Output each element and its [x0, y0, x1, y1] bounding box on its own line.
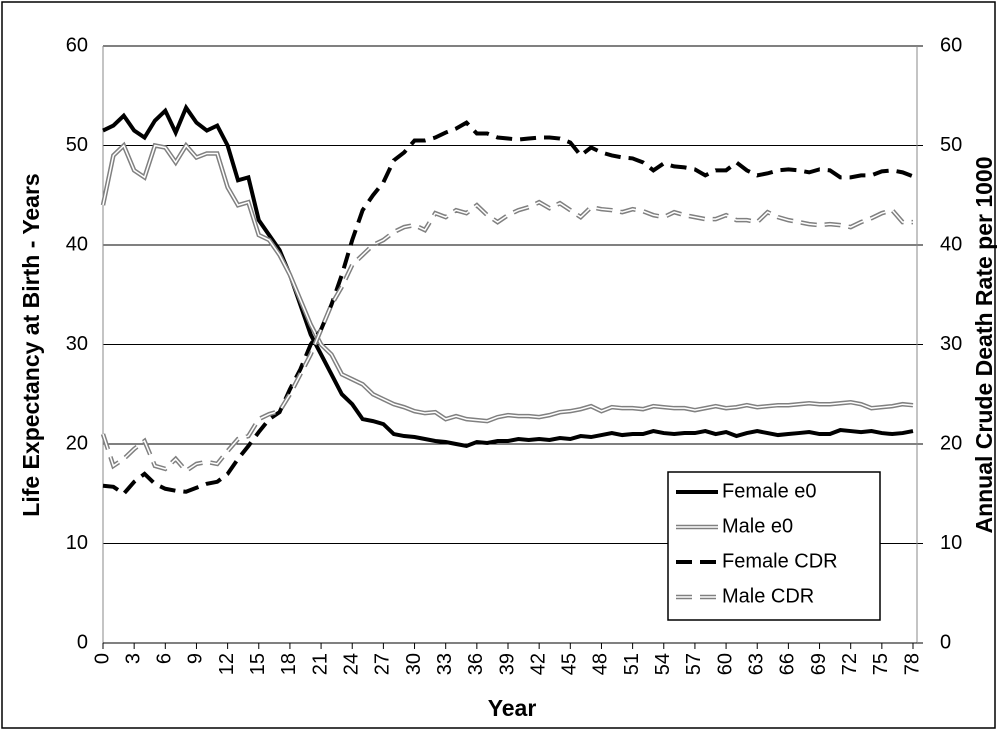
y-tick-label: 0: [77, 631, 88, 653]
x-tick-label: 45: [559, 653, 581, 675]
x-axis-title: Year: [488, 695, 537, 721]
y2-tick-label: 40: [940, 233, 962, 255]
y2-tick-label: 10: [940, 532, 962, 554]
x-tick-label: 36: [465, 653, 487, 675]
y2-tick-label: 20: [940, 432, 962, 454]
y-tick-label: 20: [66, 432, 88, 454]
x-tick-label: 78: [901, 653, 923, 675]
x-tick-label: 72: [839, 653, 861, 675]
x-tick-label: 69: [808, 653, 830, 675]
x-tick-label: 33: [434, 653, 456, 675]
y-tick-label: 10: [66, 532, 88, 554]
series-line: [102, 120, 914, 497]
y-tick-label: 50: [66, 134, 88, 156]
y2-axis-title: Annual Crude Death Rate per 1000: [971, 156, 997, 533]
legend-label: Male CDR: [722, 585, 814, 607]
y-tick-label: 40: [66, 233, 88, 255]
x-tick-label: 39: [496, 653, 518, 675]
x-tick-label: 18: [278, 653, 300, 675]
x-tick-label: 42: [527, 653, 549, 675]
x-tick-label: 21: [309, 653, 331, 675]
series-line-inner: [102, 201, 913, 472]
series-line: [102, 103, 914, 449]
x-tick-label: 63: [746, 653, 768, 675]
legend-label: Male e0: [722, 515, 793, 537]
y2-tick-label: 30: [940, 333, 962, 355]
x-tick-label: 75: [870, 653, 892, 675]
x-tick-label: 12: [216, 653, 238, 675]
x-tick-label: 15: [247, 653, 269, 675]
x-tick-label: 30: [403, 653, 425, 675]
x-tick-label: 51: [621, 653, 643, 675]
series-line-inner: [102, 144, 914, 422]
x-tick-label: 66: [777, 653, 799, 675]
y2-tick-label: 50: [940, 134, 962, 156]
x-tick-label: 57: [683, 653, 705, 675]
legend-label: Female e0: [722, 480, 817, 502]
y2-tick-label: 60: [940, 34, 962, 56]
x-tick-label: 6: [154, 653, 176, 664]
x-tick-label: 48: [590, 653, 612, 675]
x-tick-label: 3: [122, 653, 144, 664]
legend-label: Female CDR: [722, 550, 838, 572]
y-tick-label: 30: [66, 333, 88, 355]
y2-tick-label: 0: [940, 631, 951, 653]
x-tick-label: 60: [714, 653, 736, 675]
y-axis-title: Life Expectancy at Birth - Years: [18, 173, 44, 516]
x-tick-label: 0: [91, 653, 113, 664]
y-tick-label: 60: [66, 34, 88, 56]
x-tick-label: 24: [341, 653, 363, 675]
x-tick-label: 9: [185, 653, 207, 664]
x-tick-label: 27: [372, 653, 394, 675]
x-tick-label: 54: [652, 653, 674, 675]
